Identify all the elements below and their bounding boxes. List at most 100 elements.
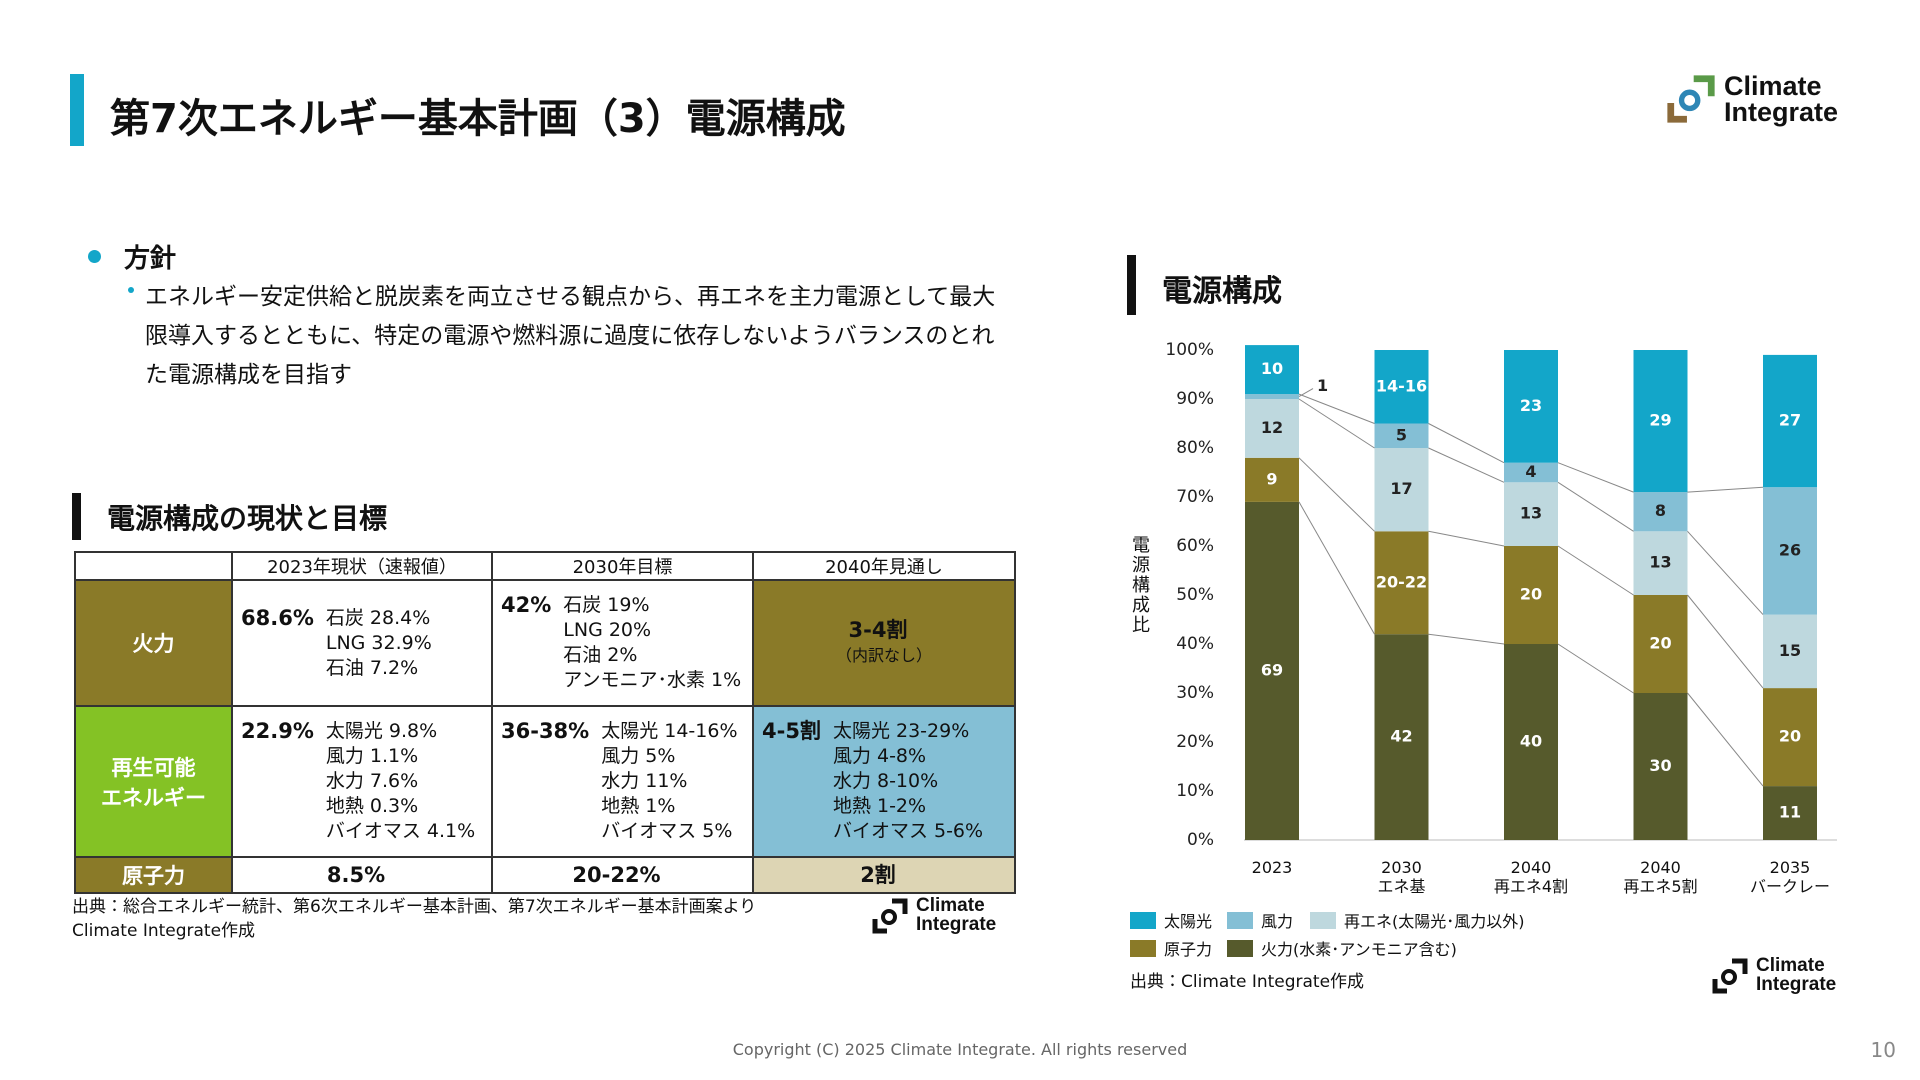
legend-swatch	[1227, 911, 1253, 929]
data-label: 17	[1390, 479, 1412, 498]
bar-segment	[1245, 345, 1299, 395]
connector-line	[1687, 692, 1764, 787]
data-label: 29	[1649, 411, 1671, 430]
data-label: 20	[1649, 634, 1671, 653]
cell-details: 石炭 19% LNG 20% 石油 2% アンモニア･水素 1%	[563, 593, 741, 693]
table-cell: 4-5割 太陽光 23-29% 風力 4-8% 水力 8-10% 地熱 1-2% バイオマ…	[752, 705, 1016, 858]
connector-line	[1298, 457, 1375, 532]
table-row: 再生可能 エネルギー 22.9% 太陽光 9.8% 風力 1.1% 水力 7.6% 地熱 …	[74, 705, 1016, 858]
x-tick-label: 2040 再エネ4割	[1493, 858, 1569, 896]
connector-line	[1428, 447, 1505, 483]
cell-content: 42% 石炭 19% LNG 20% 石油 2% アンモニア･水素 1%	[493, 581, 752, 705]
y-tick-label: 70%	[1176, 487, 1214, 507]
data-label: 30	[1649, 756, 1671, 775]
cell-content: 4-5割 太陽光 23-29% 風力 4-8% 水力 8-10% 地熱 1-2% バイオマ…	[754, 707, 1014, 856]
connector-line	[1298, 393, 1375, 424]
bar-segment	[1763, 614, 1817, 689]
y-tick-label: 100%	[1165, 340, 1214, 360]
y-tick-label: 0%	[1187, 830, 1214, 850]
cell-detail: LNG 20%	[563, 619, 652, 641]
data-label: 40	[1520, 732, 1542, 751]
data-label: 1	[1317, 376, 1328, 395]
data-label: 9	[1266, 469, 1277, 488]
connector-line	[1557, 643, 1634, 694]
legend-item: 風力	[1227, 908, 1293, 932]
bar-segment	[1633, 492, 1688, 532]
table-cell: 20-22%	[491, 856, 754, 894]
table-cell: 68.6% 石炭 28.4% LNG 32.9% 石油 7.2%	[231, 579, 493, 707]
chart-source: 出典：Climate Integrate作成	[1130, 972, 1365, 992]
legend-item: 火力(水素･アンモニア含む)	[1227, 936, 1457, 960]
table-source: 出典：総合エネルギー統計、第6次エネルギー基本計画、第7次エネルギー基本計画案よ…	[72, 895, 756, 943]
legend-label: 再エネ(太陽光･風力以外)	[1344, 912, 1525, 931]
logo: Climate Integrate	[1664, 72, 1838, 126]
logo-line: Climate	[916, 895, 985, 917]
bar-segment	[1504, 462, 1558, 483]
cell-main: 42%	[501, 593, 552, 617]
source-line: Climate Integrate作成	[72, 921, 256, 941]
data-label: 69	[1261, 660, 1283, 679]
logo: Climate Integrate	[870, 896, 996, 936]
cell-details: 太陽光 9.8% 風力 1.1% 水力 7.6% 地熱 0.3% バイオマス 4.1%	[326, 719, 475, 844]
bar-segment	[1504, 546, 1558, 644]
bar-segment	[1763, 354, 1817, 488]
y-tick-label: 90%	[1176, 389, 1214, 409]
cell-detail: 地熱 1%	[601, 795, 676, 817]
x-tick-label: 2035 バークレー	[1749, 858, 1830, 896]
logo-icon	[872, 898, 908, 934]
bar-segment	[1374, 350, 1429, 424]
leader-line	[1298, 388, 1314, 397]
bar-segment	[1245, 501, 1299, 840]
title-accent	[70, 74, 84, 146]
legend-item: 原子力	[1130, 936, 1212, 960]
bar-segment	[1633, 595, 1688, 693]
column-header: 2030年目標	[491, 551, 754, 581]
table-row: 火力 68.6% 石炭 28.4% LNG 32.9% 石油 7.2% 42% 石炭 19%…	[74, 579, 1016, 707]
data-label: 13	[1520, 504, 1542, 523]
logo-icon	[1667, 75, 1715, 123]
y-tick-label: 80%	[1176, 438, 1214, 458]
legend-label: 風力	[1261, 912, 1294, 931]
table-cell: 42% 石炭 19% LNG 20% 石油 2% アンモニア･水素 1%	[491, 579, 754, 707]
y-axis-title: 電源構成比	[1129, 535, 1150, 635]
bar-segment	[1763, 688, 1817, 787]
bar-segment	[1374, 634, 1429, 840]
data-label: 20-22	[1376, 572, 1427, 591]
cell-detail: 石油 7.2%	[325, 656, 419, 679]
bar-segment	[1633, 693, 1688, 840]
logo-text: Climate Integrate	[916, 897, 996, 934]
table-cell: 8.5%	[231, 856, 493, 894]
connector-line	[1557, 481, 1634, 532]
cell-detail: 風力 5%	[601, 745, 676, 767]
row-label: 原子力	[74, 856, 233, 894]
cell-details: 太陽光 14-16% 風力 5% 水力 11% 地熱 1% バイオマス 5%	[601, 719, 737, 844]
cell-detail: 水力 8-10%	[832, 770, 939, 792]
table-cell: 2割	[752, 856, 1016, 894]
logo-line: Climate	[1756, 955, 1825, 977]
cell-detail: 水力 11%	[601, 770, 688, 792]
logo-line: Integrate	[1756, 974, 1837, 995]
connector-line	[1298, 501, 1375, 635]
corner-cell	[74, 551, 233, 581]
cell-main: 36-38%	[501, 719, 590, 743]
legend-item: 太陽光	[1130, 908, 1212, 932]
legend-label: 太陽光	[1164, 912, 1213, 931]
y-tick-label: 40%	[1176, 634, 1214, 654]
cell-content: 8.5%	[233, 858, 491, 892]
cell-content: 3-4割 （内訳なし）	[754, 583, 1014, 704]
bar-segment	[1245, 394, 1299, 399]
cell-detail: LNG 32.9%	[325, 631, 432, 654]
cell-detail: 太陽光 23-29%	[832, 720, 970, 742]
cell-main: 68.6%	[241, 605, 314, 630]
bar-segment	[1374, 531, 1429, 635]
table-row: 原子力 8.5% 20-22% 2割	[74, 856, 1016, 894]
logo-line: Integrate	[916, 914, 997, 935]
table-cell: 3-4割 （内訳なし）	[752, 579, 1016, 707]
cell-note: （内訳なし）	[835, 646, 932, 665]
cell-main: 20-22%	[572, 862, 661, 887]
data-label: 8	[1655, 501, 1666, 520]
cell-detail: バイオマス 5%	[601, 820, 733, 842]
legend-swatch	[1227, 939, 1253, 957]
